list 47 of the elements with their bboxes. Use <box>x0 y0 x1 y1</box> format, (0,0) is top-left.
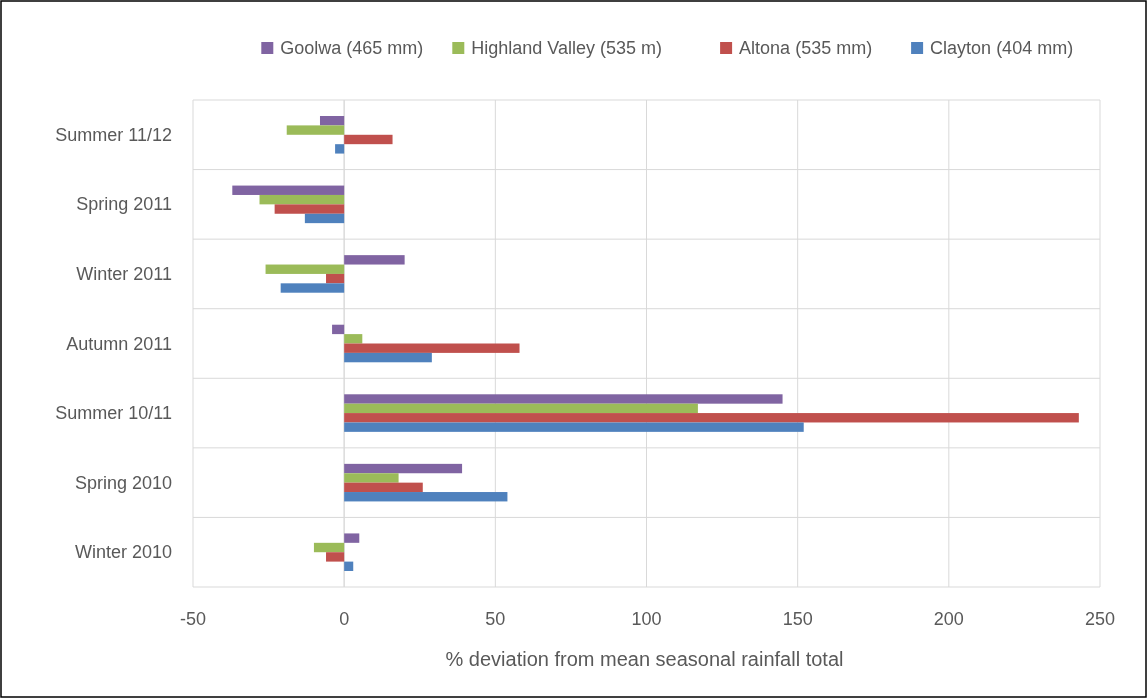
bar <box>259 194 345 205</box>
bar <box>286 125 345 135</box>
bar <box>274 204 345 214</box>
bar <box>332 324 345 335</box>
bar <box>344 422 804 432</box>
bar <box>326 552 345 562</box>
bar <box>344 255 405 265</box>
bar <box>344 482 423 493</box>
x-tick-label: 100 <box>631 609 662 629</box>
bar <box>344 134 393 145</box>
x-axis-title: % deviation from mean seasonal rainfall total <box>445 648 844 670</box>
bar <box>344 352 432 363</box>
legend-label: Altona (535 mm) <box>739 38 873 58</box>
bar <box>304 213 345 224</box>
legend-label: Highland Valley (535 m) <box>471 38 663 58</box>
bar <box>335 144 345 154</box>
bar <box>326 273 345 284</box>
y-tick-label: Spring 2010 <box>74 472 172 493</box>
bar <box>344 533 360 543</box>
bar <box>265 264 345 274</box>
y-tick-label: Winter 2011 <box>76 263 172 284</box>
bar <box>344 334 363 344</box>
bar <box>344 394 783 404</box>
bar <box>280 283 345 293</box>
bar <box>319 116 345 126</box>
x-tick-label: 200 <box>933 609 964 629</box>
x-tick-label: 250 <box>1084 609 1116 629</box>
bar <box>313 542 345 553</box>
bar <box>344 413 1079 423</box>
bar <box>344 492 508 502</box>
bar <box>344 473 399 483</box>
bar <box>232 185 345 195</box>
x-tick-label: 0 <box>339 609 350 629</box>
y-tick-label: Summer 10/11 <box>55 403 172 424</box>
y-tick-label: Spring 2011 <box>76 194 172 215</box>
y-tick-label: Autumn 2011 <box>66 333 172 354</box>
bar <box>344 403 698 414</box>
x-tick-label: 50 <box>485 609 506 629</box>
bar <box>344 343 520 353</box>
bar <box>344 561 354 571</box>
x-tick-label: 150 <box>782 609 813 629</box>
bar <box>344 463 463 474</box>
legend-label: Goolwa (465 mm) <box>280 38 424 58</box>
legend-label: Clayton (404 mm) <box>930 38 1074 58</box>
y-tick-label: Summer 11/12 <box>55 124 172 145</box>
x-tick-label: -50 <box>179 609 207 629</box>
y-tick-label: Winter 2010 <box>74 542 172 563</box>
